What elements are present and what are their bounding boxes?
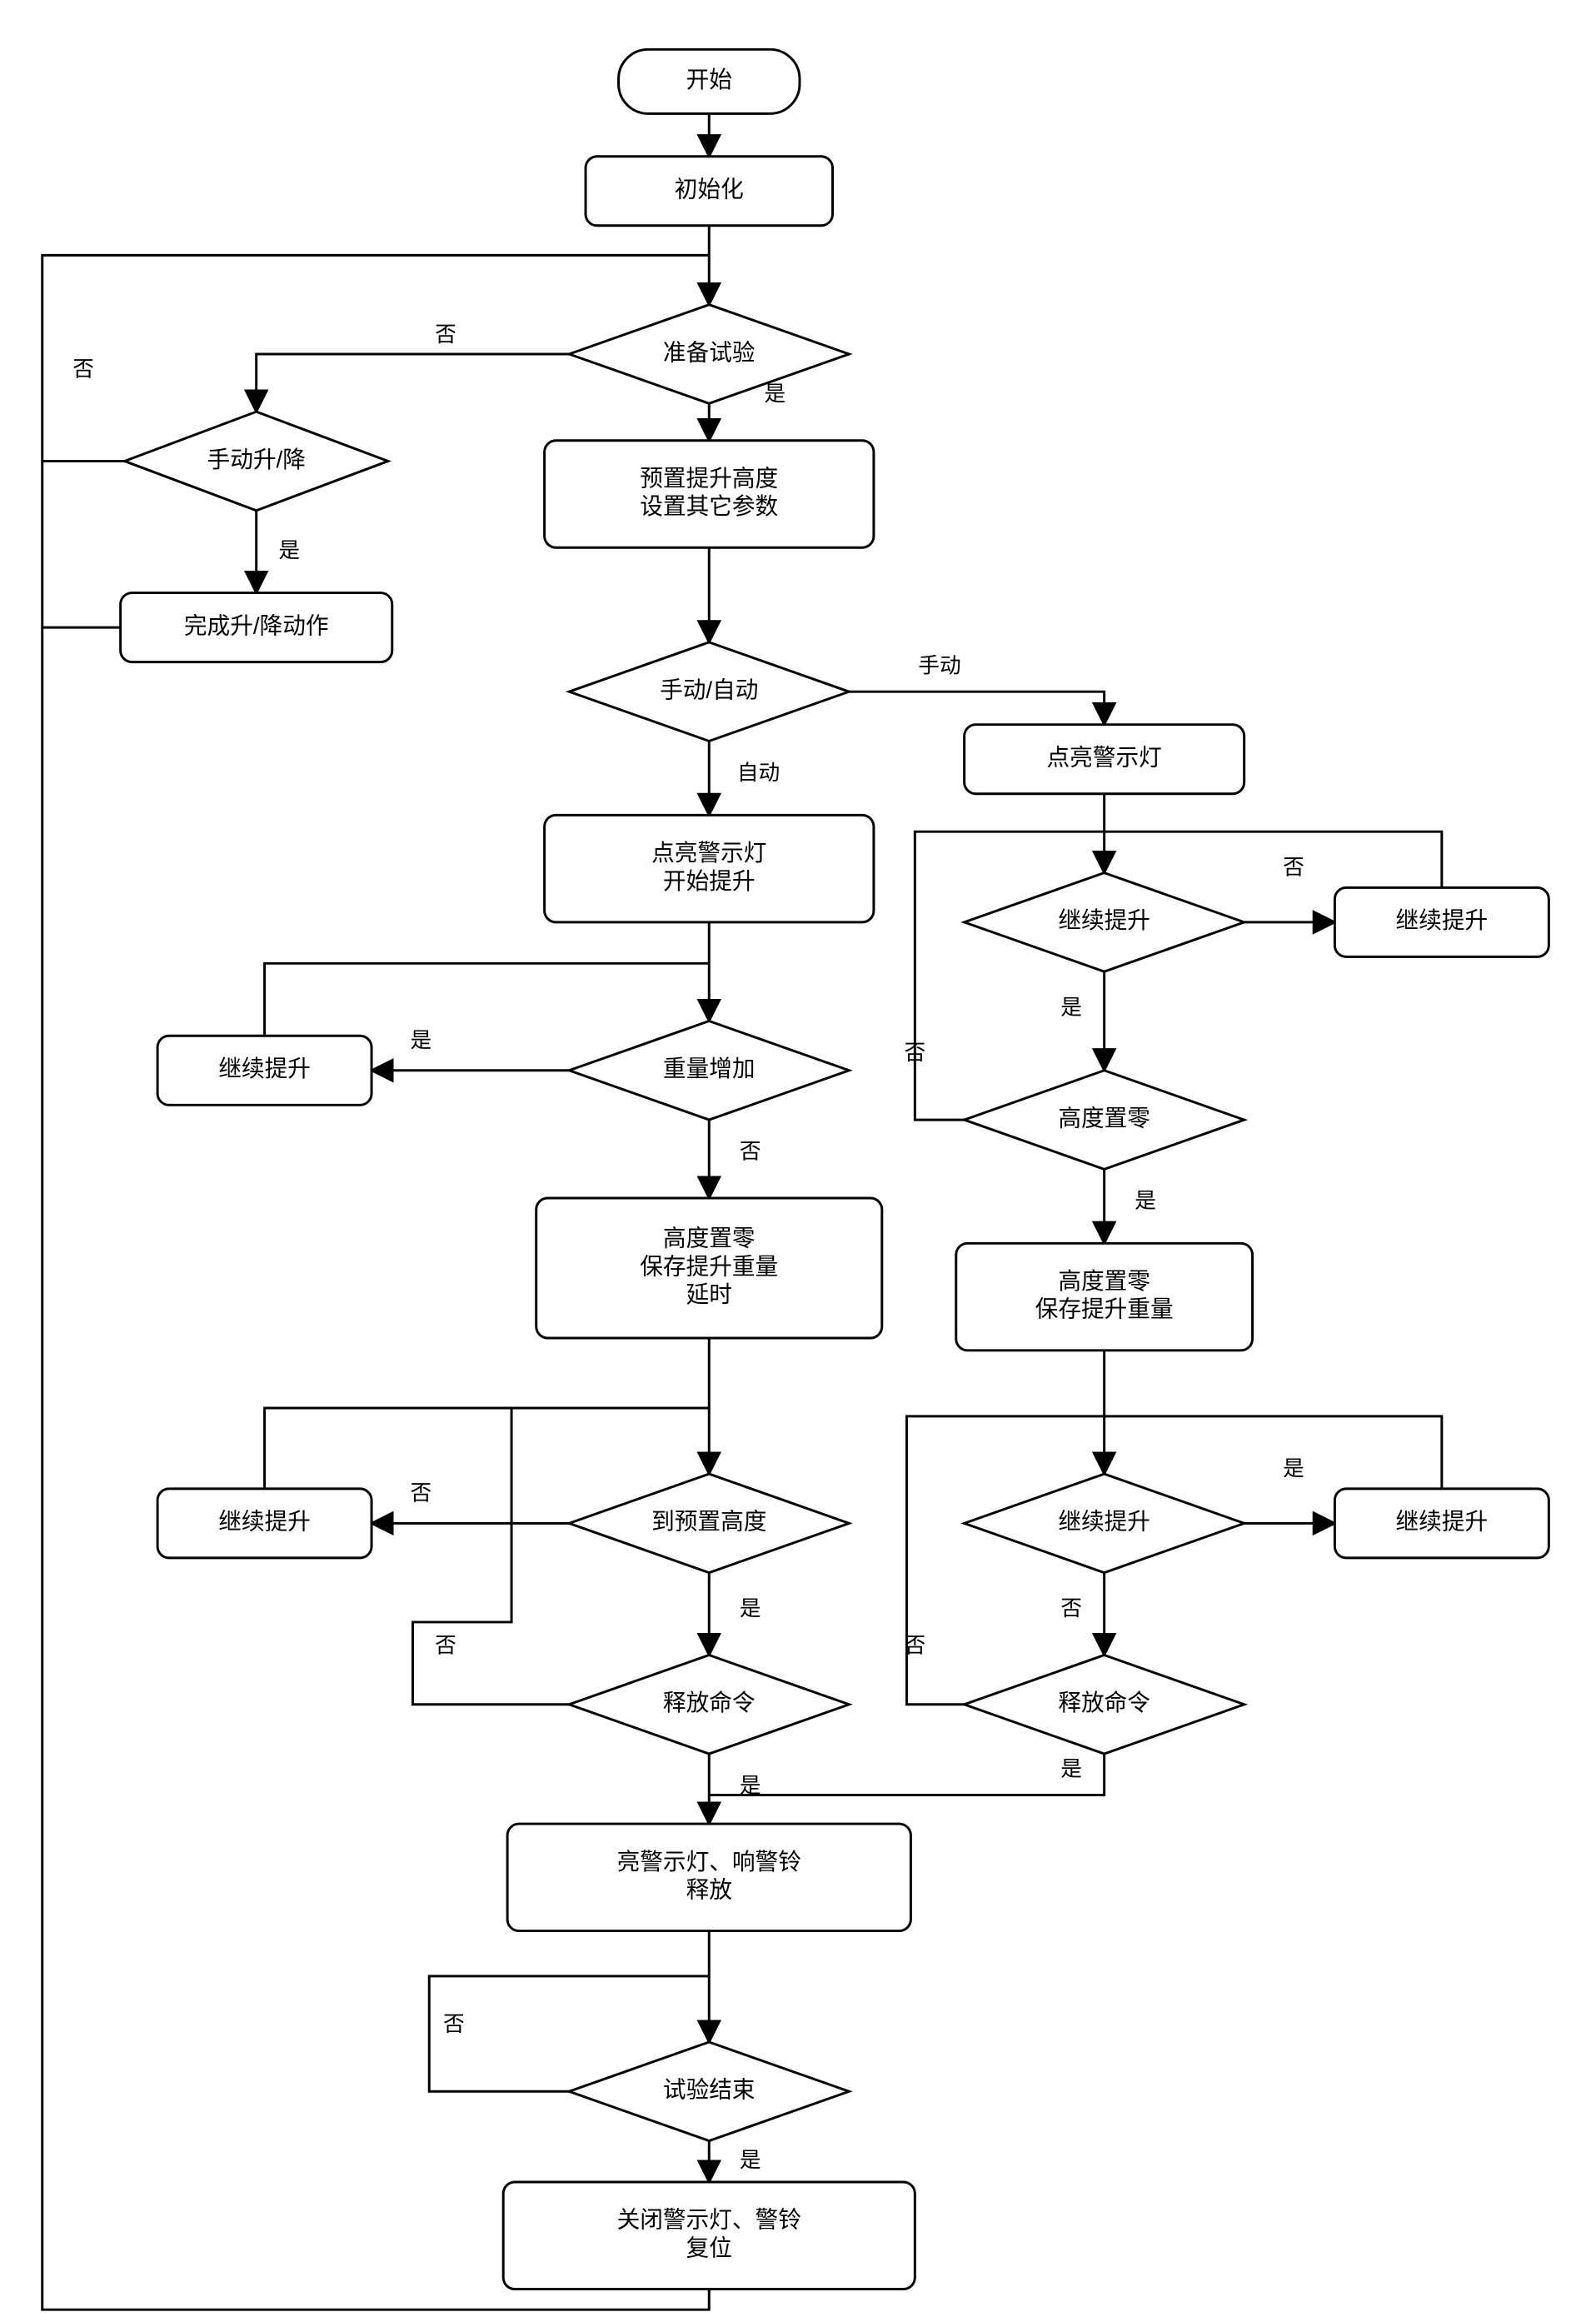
edge-label: 是 <box>764 382 786 406</box>
edge-label: 是 <box>1060 996 1082 1019</box>
node-label: 亮警示灯、响警铃 <box>617 1849 801 1875</box>
edge <box>42 461 121 627</box>
node-label: 释放 <box>686 1876 732 1902</box>
node-label: 点亮警示灯 <box>651 840 766 866</box>
node-label: 开始提升 <box>663 868 756 894</box>
edge-label: 否 <box>411 1482 432 1506</box>
node-label: 继续提升 <box>1058 1509 1150 1535</box>
edge-label: 自动 <box>737 761 780 785</box>
edge <box>849 692 1104 725</box>
edge-label: 是 <box>1060 1758 1082 1781</box>
node-label: 继续提升 <box>1396 1509 1489 1535</box>
node-label: 点亮警示灯 <box>1046 745 1161 771</box>
edge-label: 否 <box>443 2013 465 2036</box>
edge <box>1105 831 1442 887</box>
node-label: 继续提升 <box>1058 907 1150 933</box>
node-label: 设置其它参数 <box>640 493 778 519</box>
edge-label: 是 <box>740 1597 761 1620</box>
node-label: 关闭警示灯、警铃 <box>617 2207 801 2233</box>
node-label: 释放命令 <box>1058 1690 1150 1715</box>
edge <box>915 831 1104 1120</box>
node-label: 复位 <box>686 2235 732 2260</box>
edge <box>265 1408 710 1489</box>
edge-label: 否 <box>1283 856 1304 879</box>
edge-label: 是 <box>278 539 300 562</box>
node-label: 保存提升重量 <box>640 1253 778 1279</box>
node-label: 继续提升 <box>1396 907 1489 933</box>
edge-label: 否 <box>435 1634 456 1657</box>
node-label: 初始化 <box>675 177 744 202</box>
node-label: 高度置零 <box>1058 1105 1150 1131</box>
edge <box>257 354 570 412</box>
edge-label: 是 <box>740 2149 761 2172</box>
edge-label: 否 <box>740 1140 761 1163</box>
flowchart: 开始初始化准备试验手动升/降完成升/降动作 预置提升高度设置其它参数手动/自动点亮… <box>0 0 1596 2322</box>
node-label: 释放命令 <box>663 1690 756 1715</box>
node-label: 继续提升 <box>218 1509 311 1535</box>
node-label: 试验结束 <box>663 2077 756 2103</box>
edge <box>1105 1416 1442 1489</box>
edge-label: 否 <box>435 323 456 347</box>
node-label: 完成升/降动作 <box>184 612 329 638</box>
node-label: 准备试验 <box>663 339 756 365</box>
node-label: 保存提升重量 <box>1035 1296 1174 1322</box>
node-label: 高度置零 <box>1058 1268 1150 1294</box>
node-label: 手动升/降 <box>207 447 306 472</box>
edge-label: 否 <box>904 1041 925 1065</box>
node-label: 重量增加 <box>663 1056 756 1081</box>
edge <box>265 963 710 1036</box>
edge-label: 是 <box>1283 1457 1304 1481</box>
node-label: 开始 <box>686 67 732 92</box>
edge <box>709 1754 1104 1795</box>
edge-label: 是 <box>1135 1190 1156 1213</box>
node-label: 手动/自动 <box>660 677 758 702</box>
node-label: 继续提升 <box>218 1056 311 1081</box>
edge-label: 否 <box>904 1634 925 1657</box>
node-label: 到预置高度 <box>651 1509 766 1535</box>
edge-label: 手动 <box>918 653 960 677</box>
edge-label: 否 <box>72 358 94 382</box>
edge-label: 否 <box>1060 1597 1082 1620</box>
edge-label: 是 <box>411 1029 432 1052</box>
node-label: 高度置零 <box>663 1226 756 1251</box>
node-label: 延时 <box>686 1281 732 1307</box>
node-label: 预置提升高度 <box>640 465 778 491</box>
edge-label: 是 <box>740 1774 761 1797</box>
